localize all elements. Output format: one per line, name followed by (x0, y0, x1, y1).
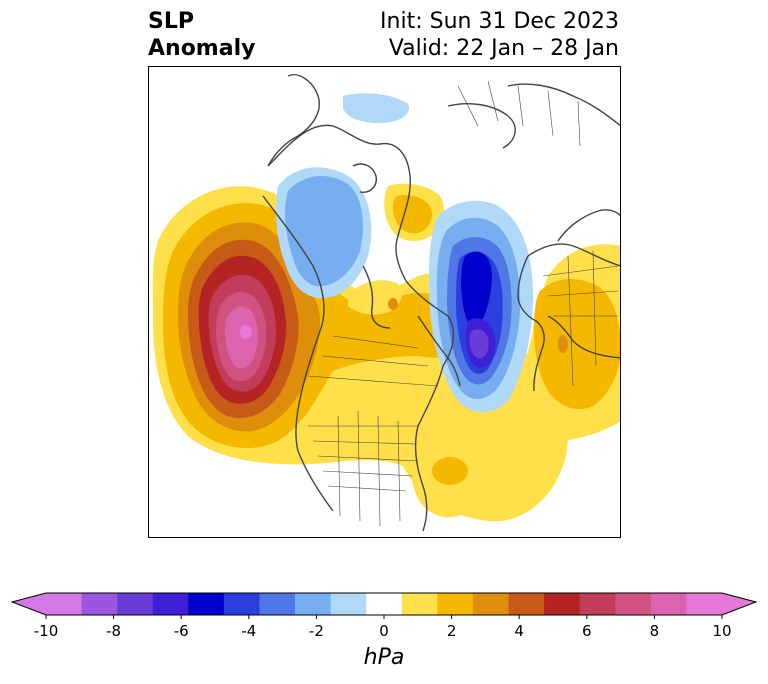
colorbar-extend-high (722, 593, 756, 615)
borders (307, 80, 619, 527)
colorbar-bin (223, 593, 260, 615)
colorbar-bin (188, 593, 225, 615)
map-title: SLP Anomaly (148, 8, 255, 62)
colorbar-bin (544, 593, 581, 615)
colorbar-bin (259, 593, 296, 615)
coastlines (262, 74, 621, 532)
colorbar-tick-label: 2 (447, 622, 457, 640)
colorbar-ticks: -10 -8 -6 -4 -2 0 2 4 6 8 10 (34, 615, 732, 640)
colorbar-tick-label: 10 (712, 622, 731, 640)
colorbar-unit-label: hPa (363, 645, 405, 670)
colorbar-tick-label: -10 (34, 622, 59, 640)
colorbar-tick-label: 4 (514, 622, 524, 640)
colorbar-bin (437, 593, 474, 615)
colorbar-bin (46, 593, 83, 615)
colorbar-bin (401, 593, 438, 615)
colorbar-tick-label: -4 (241, 622, 256, 640)
colorbar-bin (330, 593, 367, 615)
colorbar-bin (508, 593, 545, 615)
colorbar-tick-label: 6 (582, 622, 592, 640)
colorbar-bin (81, 593, 118, 615)
colorbar-bin (472, 593, 510, 615)
colorbar-bin (615, 593, 652, 615)
colorbar-bin (117, 593, 154, 615)
colorbar-bin (152, 593, 189, 615)
colorbar-tick-label: -2 (309, 622, 324, 640)
europe-low-anomaly (428, 200, 533, 413)
colorbar-tick-label: 0 (379, 622, 389, 640)
init-date-label: Init: Sun 31 Dec 2023 (380, 9, 619, 34)
colorbar-tick-label: -6 (174, 622, 189, 640)
colorbar-bins (46, 593, 723, 615)
colorbar-bin (295, 593, 332, 615)
valid-date-label: Valid: 22 Jan – 28 Jan (388, 36, 619, 61)
title-line-1: SLP (148, 9, 194, 34)
canada-low-anomaly (275, 93, 410, 299)
slp-anomaly-map (148, 66, 621, 538)
colorbar-extend-low (12, 593, 46, 615)
atlantic-high-anomaly (348, 183, 621, 518)
date-info: Init: Sun 31 Dec 2023 Valid: 22 Jan – 28… (380, 8, 619, 62)
colorbar-tick-label: 8 (650, 622, 660, 640)
colorbar: -10 -8 -6 -4 -2 0 2 4 6 8 10 (10, 592, 758, 640)
colorbar-bin (650, 593, 687, 615)
colorbar-bin (366, 593, 403, 615)
colorbar-bin (686, 593, 723, 615)
map-frame (148, 66, 621, 538)
colorbar-bin (579, 593, 616, 615)
colorbar-tick-label: -8 (106, 622, 121, 640)
title-line-2: Anomaly (148, 36, 256, 61)
